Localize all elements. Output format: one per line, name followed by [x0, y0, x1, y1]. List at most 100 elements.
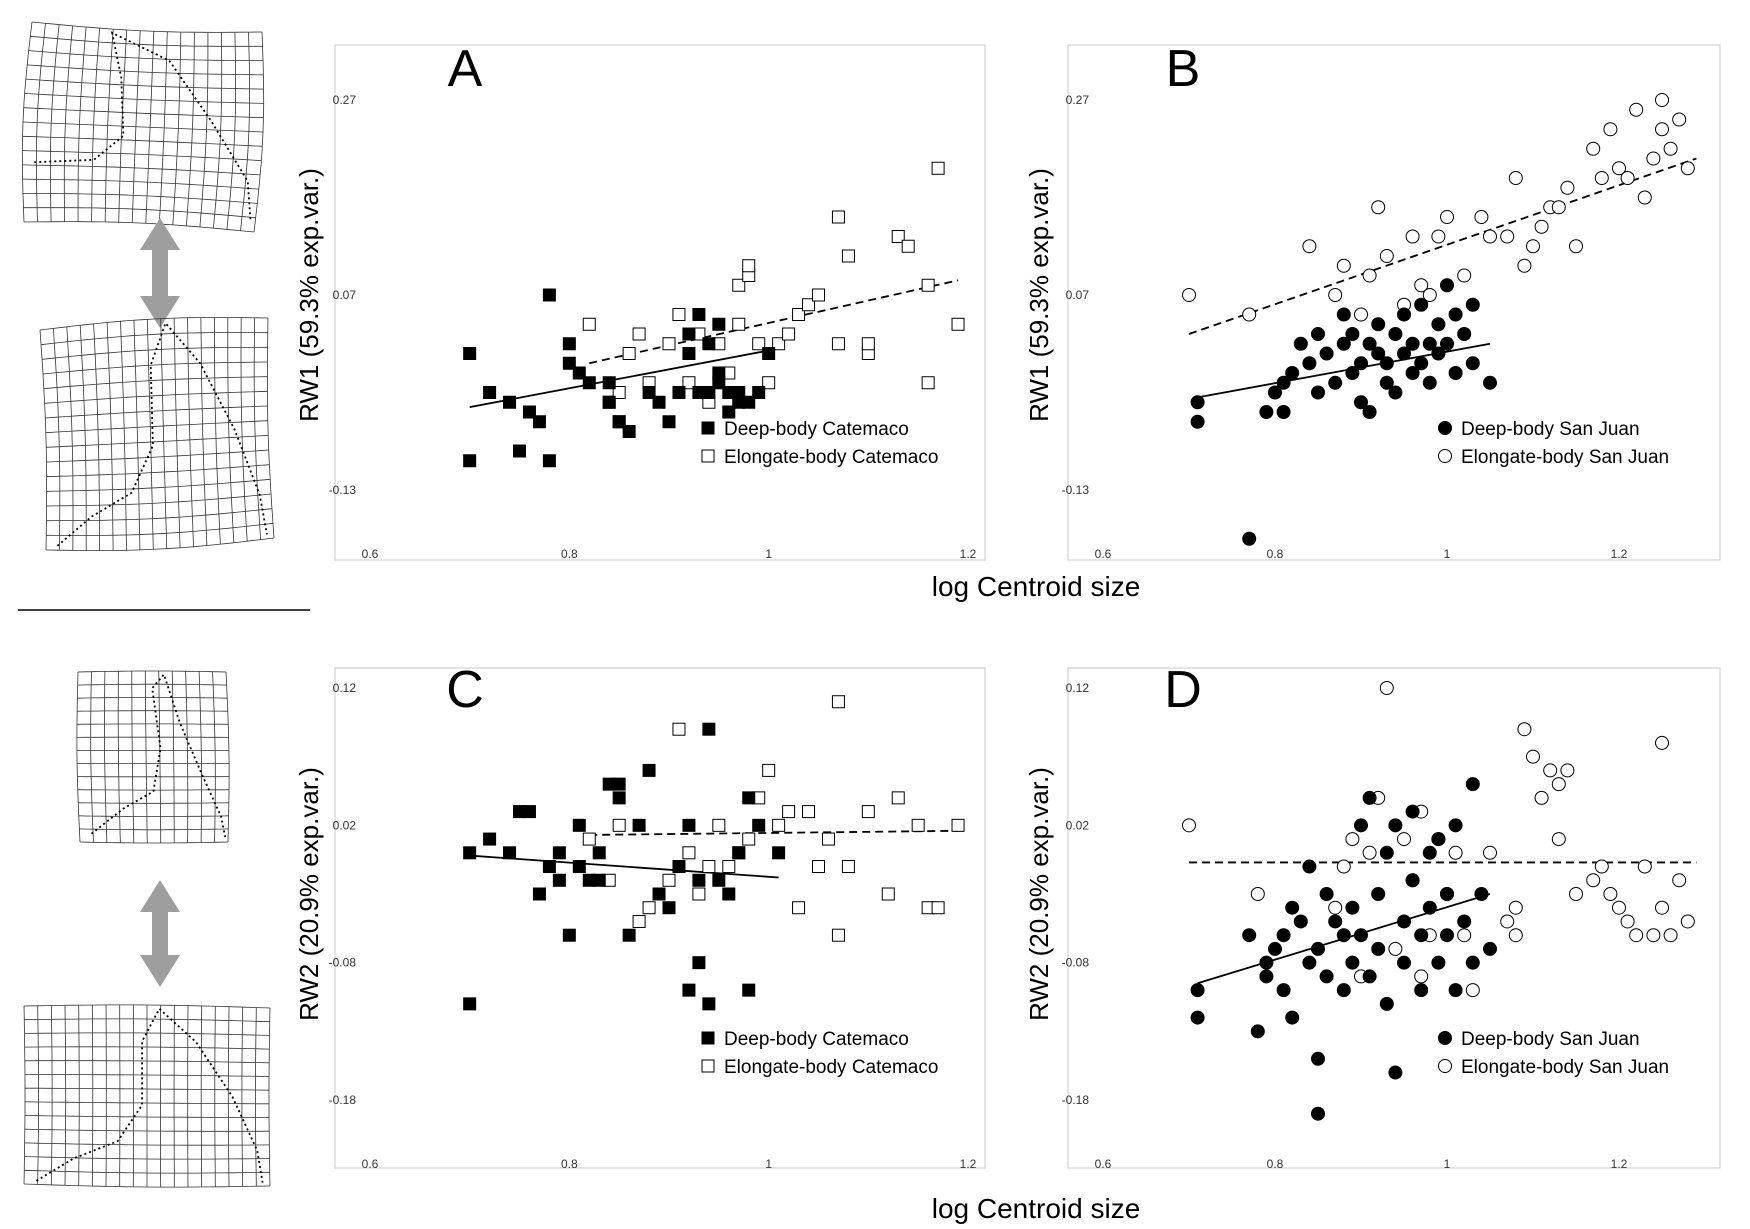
data-point-deep: [702, 386, 716, 399]
data-point-deep: [662, 901, 676, 915]
data-point-deep: [1371, 941, 1386, 956]
data-point-elongate: [1612, 900, 1626, 915]
data-point-deep: [1354, 818, 1368, 833]
data-point-elongate: [1560, 763, 1575, 778]
data-point-deep: [1431, 346, 1446, 361]
data-point-elongate: [772, 337, 786, 351]
data-point-deep: [1405, 873, 1420, 888]
data-point-deep: [712, 376, 726, 390]
data-point-elongate: [821, 832, 835, 846]
data-point-elongate: [1483, 845, 1497, 860]
data-point-deep: [712, 873, 726, 887]
data-point-elongate: [1586, 873, 1601, 888]
data-point-elongate: [1655, 900, 1669, 915]
data-point-deep: [1302, 859, 1317, 874]
data-point-elongate: [1543, 763, 1558, 778]
data-point-deep: [1448, 366, 1463, 380]
trendline-elongate: [589, 279, 959, 365]
y-tick-label: 0.07: [1066, 288, 1090, 302]
x-tick-label: 1.2: [960, 1157, 977, 1171]
x-tick-label: 0.6: [1095, 547, 1112, 561]
data-point-deep: [622, 928, 636, 942]
data-point-elongate: [861, 337, 875, 351]
data-point-deep: [1276, 983, 1291, 998]
data-point-deep: [612, 791, 626, 805]
data-point-deep: [762, 347, 776, 360]
data-point-elongate: [1629, 928, 1644, 943]
data-point-deep: [602, 376, 616, 390]
panel-letter: D: [1164, 661, 1202, 719]
data-point-deep: [742, 395, 756, 409]
data-point-elongate: [1508, 928, 1523, 943]
data-point-deep: [692, 308, 706, 321]
data-point-elongate: [1362, 845, 1377, 860]
panel-letter: C: [446, 661, 484, 719]
data-point-elongate: [672, 722, 686, 736]
data-point-elongate: [931, 901, 945, 915]
data-point-deep: [1285, 366, 1300, 380]
data-point-deep: [1302, 955, 1317, 970]
data-point-deep: [1302, 356, 1317, 371]
data-point-deep: [1345, 327, 1360, 341]
data-point-deep: [1190, 1010, 1205, 1025]
data-point-deep: [1379, 375, 1394, 390]
data-point-deep: [742, 983, 756, 997]
data-point-elongate: [1637, 190, 1652, 205]
panel-frame: [1067, 44, 1721, 561]
trendline-deep: [1197, 342, 1491, 399]
data-point-deep: [1319, 969, 1334, 984]
data-point-elongate: [662, 337, 676, 351]
data-point-deep: [672, 386, 686, 399]
data-point-elongate: [1551, 777, 1566, 792]
y-axis-label: RW1 (59.3% exp.var.): [294, 168, 324, 422]
data-point-deep: [572, 860, 586, 874]
data-point-deep: [1405, 366, 1420, 380]
data-point-deep: [1440, 278, 1454, 293]
data-point-deep: [513, 444, 526, 458]
data-point-elongate: [682, 376, 696, 390]
y-tick-label: -0.08: [329, 956, 357, 970]
data-point-elongate: [951, 818, 965, 832]
data-point-elongate: [1680, 914, 1695, 929]
data-point-elongate: [722, 860, 736, 874]
data-point-elongate: [642, 901, 656, 915]
data-point-elongate: [1672, 873, 1687, 888]
data-point-deep: [662, 415, 676, 429]
data-point-elongate: [632, 914, 646, 928]
x-tick-label: 0.8: [1267, 547, 1284, 561]
data-point-deep: [1371, 317, 1386, 332]
data-point-deep: [542, 454, 556, 468]
data-point-elongate: [1680, 161, 1695, 176]
x-tick-label: 1: [765, 1157, 772, 1171]
y-tick-label: 0.07: [333, 288, 357, 302]
data-point-deep: [463, 454, 477, 468]
data-point-deep: [572, 818, 586, 832]
trendline-elongate: [589, 829, 959, 836]
data-point-deep: [1250, 1024, 1265, 1039]
data-point-deep: [1414, 356, 1429, 371]
data-point-deep: [1405, 804, 1420, 819]
data-point-elongate: [921, 376, 935, 390]
data-point-elongate: [1182, 818, 1196, 833]
data-point-deep: [592, 846, 606, 860]
data-point-deep: [1311, 1051, 1325, 1066]
data-point-deep: [722, 887, 736, 901]
panel-b: B RW1 (59.3% exp.var.) 0.6 0.8 1 1.2 -0.13 0.07…: [1024, 40, 1721, 561]
data-point-deep: [1422, 336, 1437, 351]
data-point-deep: [1354, 928, 1368, 943]
data-point-deep: [1414, 983, 1429, 998]
data-point-deep: [1379, 356, 1394, 371]
data-point-elongate: [931, 161, 945, 175]
data-point-elongate: [1362, 268, 1377, 283]
data-point-deep: [1465, 356, 1480, 371]
panel-frame: [1067, 667, 1721, 1169]
legend-marker: [1438, 421, 1452, 435]
deformation-grid-bottom-upper: [76, 670, 230, 844]
data-point-elongate: [1345, 832, 1360, 847]
data-point-elongate: [1440, 210, 1454, 224]
data-point-elongate: [612, 386, 626, 399]
data-point-deep: [582, 376, 596, 390]
data-point-deep: [1379, 996, 1394, 1011]
data-point-elongate: [1483, 229, 1497, 244]
data-point-deep: [1388, 385, 1403, 400]
